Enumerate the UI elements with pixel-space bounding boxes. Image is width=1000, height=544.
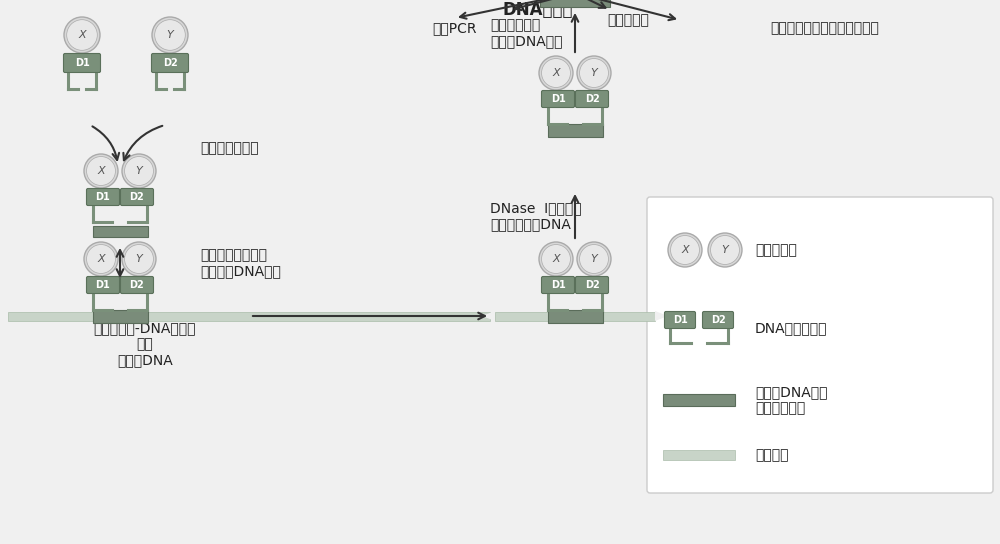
Text: D1: D1 <box>551 94 565 104</box>
FancyBboxPatch shape <box>87 276 120 294</box>
FancyBboxPatch shape <box>576 276 608 294</box>
Text: D2: D2 <box>585 94 599 104</box>
Text: D2: D2 <box>163 58 177 68</box>
Text: Y: Y <box>136 166 142 176</box>
FancyBboxPatch shape <box>647 197 993 493</box>
Text: 其它序列: 其它序列 <box>755 448 788 462</box>
FancyBboxPatch shape <box>542 276 574 294</box>
Circle shape <box>711 236 739 264</box>
Circle shape <box>87 245 115 274</box>
Bar <box>602 312 655 320</box>
Text: D1: D1 <box>96 192 110 202</box>
Text: D2: D2 <box>130 192 144 202</box>
Circle shape <box>580 245 608 274</box>
FancyBboxPatch shape <box>542 90 574 108</box>
Circle shape <box>84 154 118 188</box>
Circle shape <box>539 56 573 90</box>
FancyBboxPatch shape <box>664 312 696 329</box>
FancyBboxPatch shape <box>120 189 154 206</box>
Circle shape <box>542 59 570 88</box>
Bar <box>663 394 735 406</box>
Text: D2: D2 <box>130 280 144 290</box>
Text: D1: D1 <box>75 58 89 68</box>
Circle shape <box>708 233 742 267</box>
FancyBboxPatch shape <box>120 276 154 294</box>
Text: 待测蛋白质: 待测蛋白质 <box>755 243 797 257</box>
Circle shape <box>152 17 188 53</box>
FancyBboxPatch shape <box>64 53 100 72</box>
Circle shape <box>122 242 156 276</box>
Bar <box>663 450 735 460</box>
Text: D1: D1 <box>551 280 565 290</box>
Bar <box>92 310 148 323</box>
Bar <box>548 310 602 323</box>
Text: 定量PCR: 定量PCR <box>433 21 477 35</box>
Text: 交联蛋白质-DNA复合物
以及
碎片化DNA: 交联蛋白质-DNA复合物 以及 碎片化DNA <box>94 321 196 367</box>
Circle shape <box>67 20 97 50</box>
Circle shape <box>87 157 115 186</box>
Circle shape <box>668 233 702 267</box>
Text: X: X <box>552 254 560 264</box>
FancyBboxPatch shape <box>702 312 734 329</box>
Text: 特异性DNA序列
（检测序列）: 特异性DNA序列 （检测序列） <box>755 385 828 415</box>
Text: X: X <box>78 30 86 40</box>
Text: Y: Y <box>591 68 597 78</box>
FancyBboxPatch shape <box>152 53 188 72</box>
Text: DNA结合结构域: DNA结合结构域 <box>755 321 828 335</box>
Circle shape <box>580 59 608 88</box>
Circle shape <box>542 245 570 274</box>
Text: Y: Y <box>591 254 597 264</box>
Text: 蛋白质二聚体结合
到特异性DNA序列: 蛋白质二聚体结合 到特异性DNA序列 <box>200 248 281 278</box>
Polygon shape <box>655 311 668 321</box>
Text: X: X <box>97 166 105 176</box>
Circle shape <box>577 56 611 90</box>
Circle shape <box>125 245 153 274</box>
Polygon shape <box>482 311 495 321</box>
Circle shape <box>577 242 611 276</box>
FancyBboxPatch shape <box>576 90 608 108</box>
Bar <box>495 312 548 320</box>
Circle shape <box>539 242 573 276</box>
Text: 蛋白质相互作用: 蛋白质相互作用 <box>200 141 259 155</box>
Bar <box>540 0 610 7</box>
Text: DNase  I消化未与
蛋白质结合的DNA: DNase I消化未与 蛋白质结合的DNA <box>490 201 582 231</box>
Text: Y: Y <box>722 245 728 255</box>
Text: 高通量测序: 高通量测序 <box>607 13 649 27</box>
Text: DNA微阵列: DNA微阵列 <box>503 1 573 19</box>
Text: D2: D2 <box>585 280 599 290</box>
Text: Y: Y <box>136 254 142 264</box>
Circle shape <box>125 157 153 186</box>
Circle shape <box>84 242 118 276</box>
Text: Y: Y <box>167 30 173 40</box>
Text: D1: D1 <box>96 280 110 290</box>
Bar <box>548 123 602 137</box>
Text: 其它基于核酸序列的检测技术: 其它基于核酸序列的检测技术 <box>770 21 879 35</box>
Circle shape <box>122 154 156 188</box>
Text: D1: D1 <box>673 315 687 325</box>
Circle shape <box>64 17 100 53</box>
Text: D2: D2 <box>711 315 725 325</box>
Text: X: X <box>97 254 105 264</box>
FancyBboxPatch shape <box>87 189 120 206</box>
Text: X: X <box>552 68 560 78</box>
Bar <box>8 312 490 320</box>
Circle shape <box>671 236 699 264</box>
Text: 去交联以获得
特异性DNA序列: 去交联以获得 特异性DNA序列 <box>490 18 562 48</box>
Circle shape <box>155 20 185 50</box>
Text: X: X <box>681 245 689 255</box>
Bar <box>92 226 148 237</box>
